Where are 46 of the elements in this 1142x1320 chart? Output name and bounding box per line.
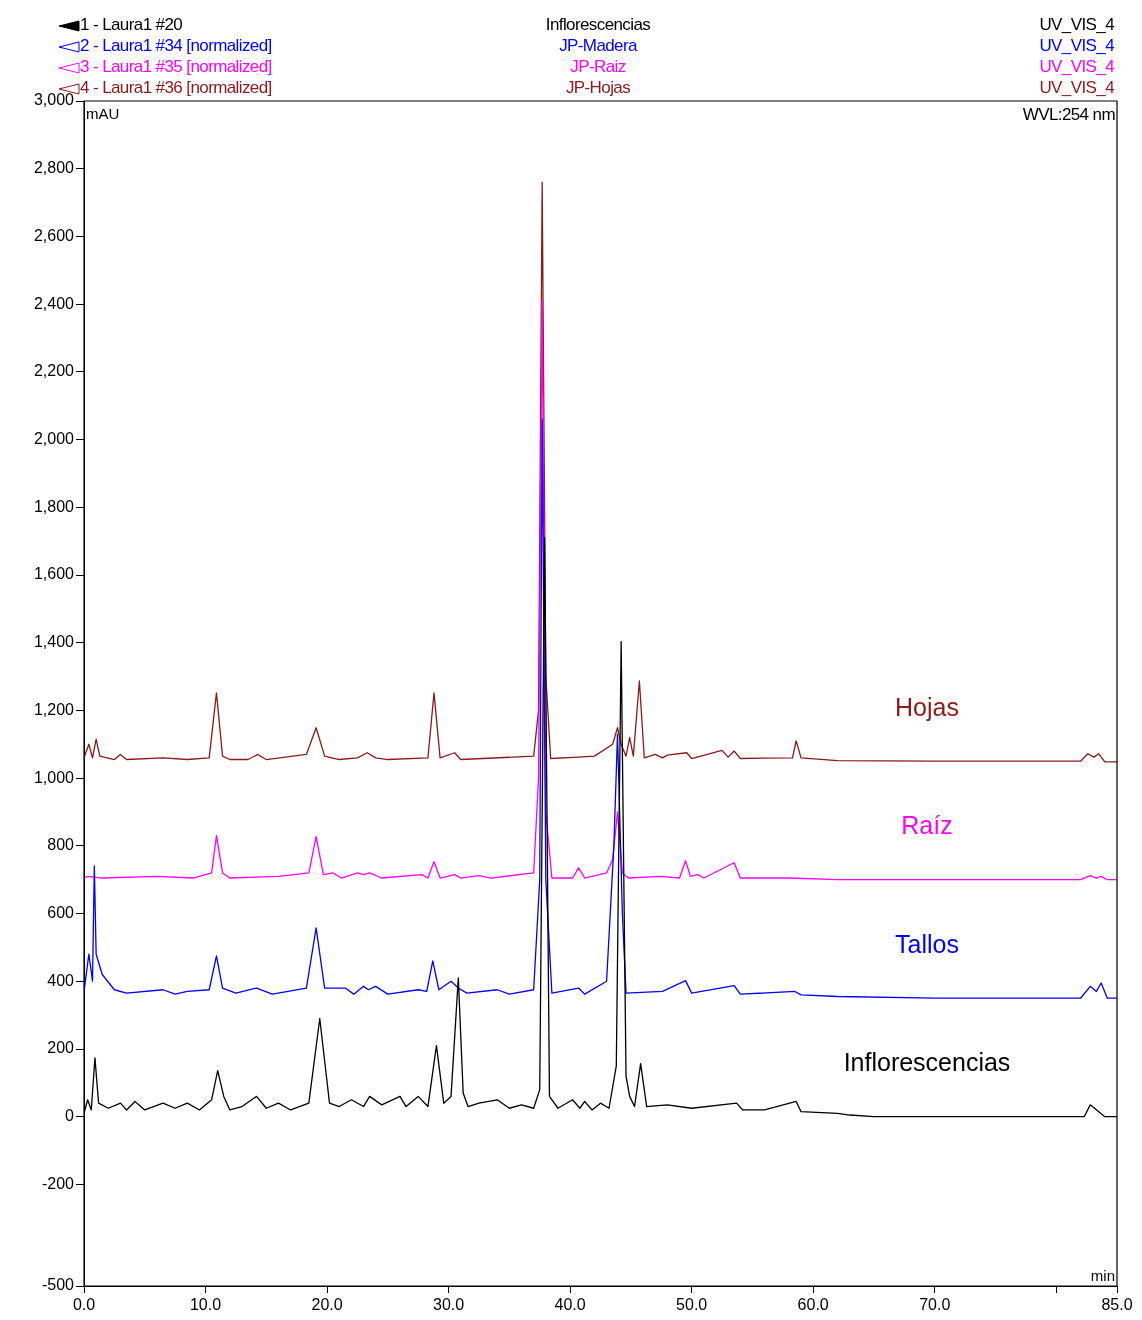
y-tick-label: 2,600 [33,226,75,244]
text: JP-Hojas [565,77,631,98]
series-label: Raíz [901,811,953,840]
y-tick-label: 400 [47,971,75,989]
y-tick-label: 800 [47,836,75,854]
y-tick-label: 3,000 [33,91,75,109]
y-tick-label: 1,600 [33,565,75,583]
annotation: WVL:254 nm [1022,105,1115,125]
x-tick-label: 70.0 [919,1296,951,1314]
text: JP-Raiz [570,56,626,77]
x-tick-label: 20.0 [311,1296,343,1314]
y-tick-label: 600 [47,903,75,921]
y-tick-label: 1,200 [33,700,75,718]
y-tick-label: 2,400 [33,294,75,312]
y-tick-label: -500 [41,1276,75,1294]
y-tick-label: 0 [65,1107,75,1125]
y-tick-label: -200 [41,1174,75,1192]
series-label: Hojas [895,693,959,722]
x-tick-label: 60.0 [797,1296,829,1314]
x-axis-title: min [1090,1266,1115,1284]
y-tick-label: 1,400 [33,633,75,651]
y-tick-label: 200 [47,1039,75,1057]
x-tick-label: 30.0 [433,1296,465,1314]
y-tick-label: 2,000 [33,429,75,447]
text: 4 - Laura1 #36 [normalized] [80,78,272,97]
y-tick-label: 2,800 [33,159,75,177]
y-tick-label: 2,200 [33,362,75,380]
x-tick-label: 0.0 [72,1296,96,1314]
x-tick-label: 50.0 [676,1296,708,1314]
text: 1 - Laura1 #20 [80,15,183,34]
x-tick-label: 85.0 [1101,1296,1133,1314]
y-tick-label: 1,000 [33,768,75,786]
text: UV_VIS_4 [1039,35,1114,56]
text: UV_VIS_4 [1039,56,1114,77]
text: 2 - Laura1 #34 [normalized] [80,36,272,55]
text: UV_VIS_4 [1039,14,1114,35]
text: Inflorescencias [545,14,651,35]
x-tick-label: 40.0 [554,1296,586,1314]
text: 3 - Laura1 #35 [normalized] [80,57,272,76]
text: UV_VIS_4 [1039,77,1114,98]
x-tick-label: 10.0 [189,1296,222,1314]
series-label: Inflorescencias [843,1048,1011,1077]
y-tick-label: 1,800 [33,497,75,515]
text: JP-Madera [559,35,637,56]
y-axis-title: mAU [86,104,120,122]
series-label: Tallos [895,929,959,958]
